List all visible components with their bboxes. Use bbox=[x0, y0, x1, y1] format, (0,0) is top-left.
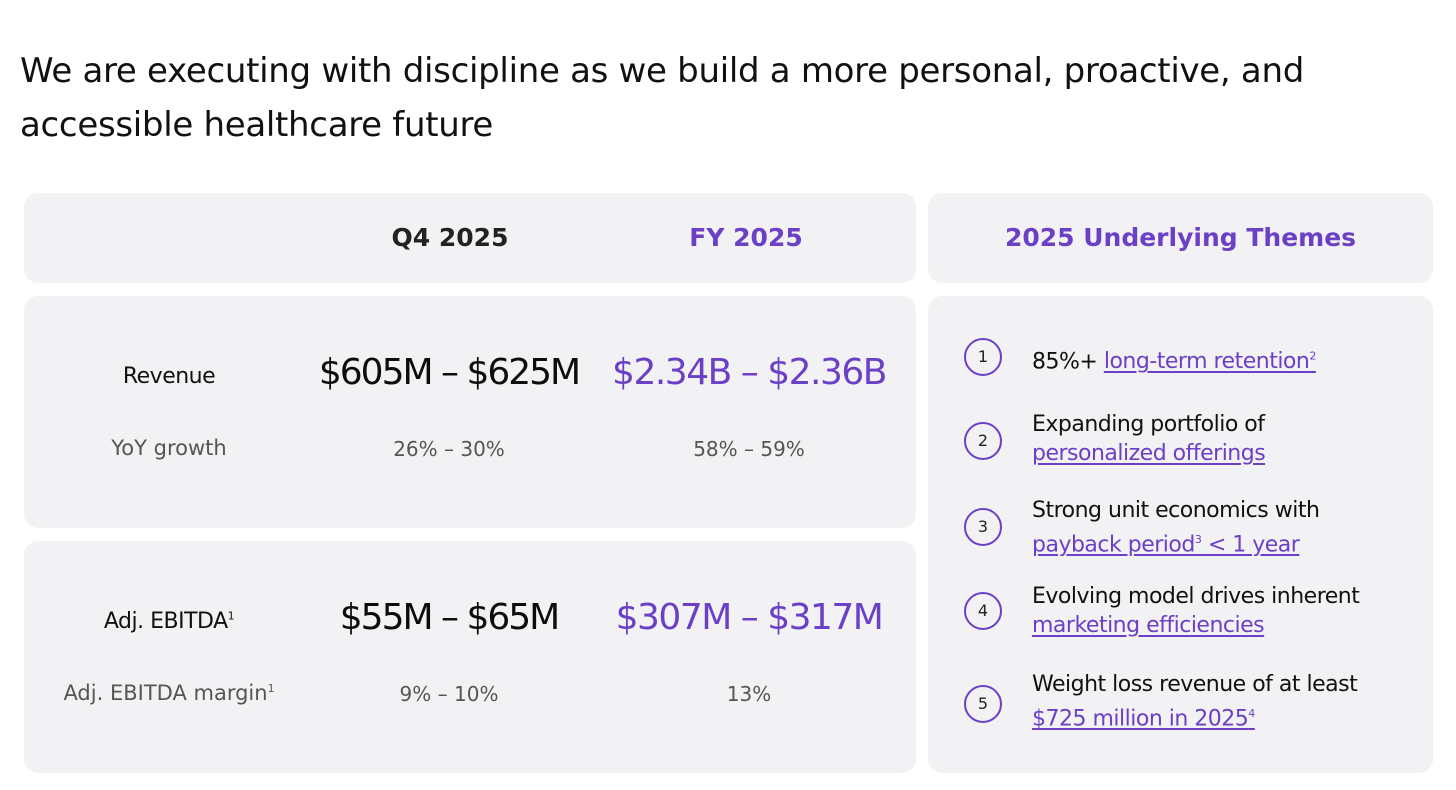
theme-number-badge: 4 bbox=[964, 592, 1002, 630]
ebitda-q4-value: $55M – $65M bbox=[339, 597, 560, 638]
page-title: We are executing with discipline as we b… bbox=[20, 51, 1304, 145]
theme-link[interactable]: personalized offerings bbox=[1032, 441, 1266, 466]
ebitda-margin-footnote: 1 bbox=[267, 682, 275, 695]
yoy-growth-fy-value: 58% – 59% bbox=[693, 437, 805, 461]
ebitda-label-footnote: 1 bbox=[227, 609, 235, 623]
ebitda-margin-q4-value: 9% – 10% bbox=[399, 682, 499, 706]
themes-panel: 1 85%+ long-term retention2 2 Expanding … bbox=[928, 296, 1433, 773]
theme-number-badge: 1 bbox=[964, 338, 1002, 376]
column-header-q4: Q4 2025 bbox=[391, 223, 509, 252]
revenue-label: Revenue bbox=[122, 364, 216, 389]
theme-link[interactable]: marketing efficiencies bbox=[1032, 613, 1265, 638]
theme-number-badge: 5 bbox=[964, 685, 1002, 723]
theme-link[interactable]: $725 million in 20254 bbox=[1032, 706, 1255, 732]
ebitda-panel: Adj. EBITDA1 $55M – $65M $307M – $317M A… bbox=[24, 541, 916, 773]
theme-link[interactable]: payback period3 < 1 year bbox=[1032, 532, 1300, 558]
theme-text: Evolving model drives inherent marketing … bbox=[1032, 582, 1432, 640]
theme-number-badge: 2 bbox=[964, 422, 1002, 460]
column-header-themes: 2025 Underlying Themes bbox=[1004, 223, 1357, 252]
theme-text: Expanding portfolio of personalized offer… bbox=[1032, 410, 1432, 468]
ebitda-fy-value: $307M – $317M bbox=[615, 597, 884, 638]
revenue-q4-value: $605M – $625M bbox=[318, 352, 581, 393]
theme-link[interactable]: long-term retention2 bbox=[1103, 349, 1316, 375]
yoy-growth-label: YoY growth bbox=[111, 436, 227, 460]
theme-text: 85%+ long-term retention2 bbox=[1032, 349, 1316, 375]
themes-header-panel: 2025 Underlying Themes bbox=[928, 193, 1433, 283]
theme-number-badge: 3 bbox=[964, 508, 1002, 546]
theme-text: Strong unit economics with payback period… bbox=[1032, 496, 1432, 559]
column-header-fy: FY 2025 bbox=[689, 223, 803, 252]
ebitda-margin-fy-value: 13% bbox=[726, 682, 772, 706]
revenue-panel: Revenue $605M – $625M $2.34B – $2.36B Yo… bbox=[24, 296, 916, 528]
ebitda-label: Adj. EBITDA1 bbox=[103, 609, 235, 634]
theme-text: Weight loss revenue of at least $725 mill… bbox=[1032, 670, 1432, 733]
revenue-fy-value: $2.34B – $2.36B bbox=[612, 352, 887, 393]
yoy-growth-q4-value: 26% – 30% bbox=[393, 437, 505, 461]
guidance-header-panel: Q4 2025 FY 2025 bbox=[24, 193, 916, 283]
ebitda-margin-label: Adj. EBITDA margin1 bbox=[63, 681, 275, 705]
